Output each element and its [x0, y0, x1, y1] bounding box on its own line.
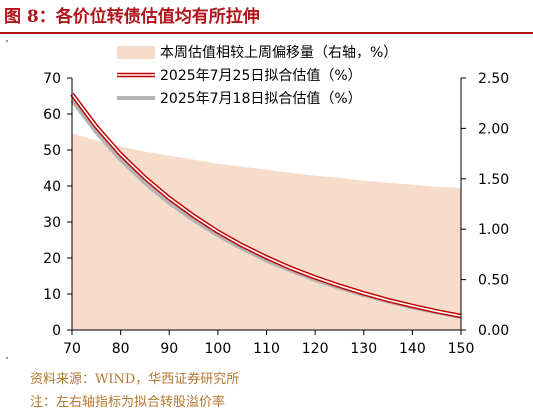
- y-right-tick-label: 2.00: [478, 121, 509, 137]
- y-left-tick-label: 0: [52, 323, 61, 339]
- line-series-2025-07-25-inner: [71, 93, 462, 317]
- y-left-tick-label: 10: [43, 287, 61, 303]
- y-left-tick-label: 30: [43, 215, 61, 231]
- valuation-chart: 0 10 20 30 40 50 60 70 0.00 0.50 1.00 1.50 2.00 2.50 7…: [43, 45, 509, 357]
- margin-dot: [6, 40, 8, 42]
- footnote: 注：左右轴指标为拟合转股溢价率: [30, 395, 226, 410]
- x-tick-label: 70: [63, 341, 81, 357]
- legend-label: 2025年7月25日拟合估值（%）: [160, 68, 362, 84]
- legend: 本周估值相较上周偏移量（右轴，%） 2025年7月25日拟合估值（%） 2025年7…: [117, 45, 397, 107]
- legend-swatch-area: [117, 46, 155, 59]
- chart-container: 0 10 20 30 40 50 60 70 0.00 0.50 1.00 1.50 2.00 2.50 7…: [0, 34, 533, 364]
- x-tick-label: 90: [160, 341, 178, 357]
- figure-title: 图 8：各价位转债估值均有所拉伸: [4, 7, 260, 27]
- y-right-tick-label: 1.00: [478, 222, 509, 238]
- y-left-tick-label: 40: [43, 179, 61, 195]
- x-tick-label: 130: [350, 341, 377, 357]
- x-tick-label: 150: [448, 341, 475, 357]
- line-layer: [70, 92, 462, 319]
- legend-label: 本周估值相较上周偏移量（右轴，%）: [160, 45, 397, 61]
- y-right-tick-label: 1.50: [478, 172, 509, 188]
- x-tick-label: 120: [302, 341, 329, 357]
- y-left-tick-label: 70: [43, 71, 61, 87]
- y-right-tick-label: 2.50: [478, 71, 509, 87]
- title-divider: [0, 32, 533, 34]
- x-tick-label: 100: [205, 341, 232, 357]
- area-series-weekly-shift: [72, 133, 461, 330]
- area-layer: [72, 133, 461, 330]
- y-right-tick-label: 0.00: [478, 323, 509, 339]
- axis-layer: 0 10 20 30 40 50 60 70 0.00 0.50 1.00 1.50 2.00 2.50 7…: [43, 71, 509, 357]
- y-left-tick-label: 50: [43, 143, 61, 159]
- y-left-tick-label: 60: [43, 107, 61, 123]
- source-note: 资料来源：WIND，华西证券研究所: [30, 372, 240, 387]
- x-tick-label: 80: [112, 341, 130, 357]
- x-tick-label: 140: [399, 341, 426, 357]
- margin-dot: [6, 357, 8, 359]
- legend-label: 2025年7月18日拟合估值（%）: [160, 91, 362, 107]
- x-tick-label: 110: [253, 341, 280, 357]
- y-left-tick-label: 20: [43, 251, 61, 267]
- y-right-tick-label: 0.50: [478, 273, 509, 289]
